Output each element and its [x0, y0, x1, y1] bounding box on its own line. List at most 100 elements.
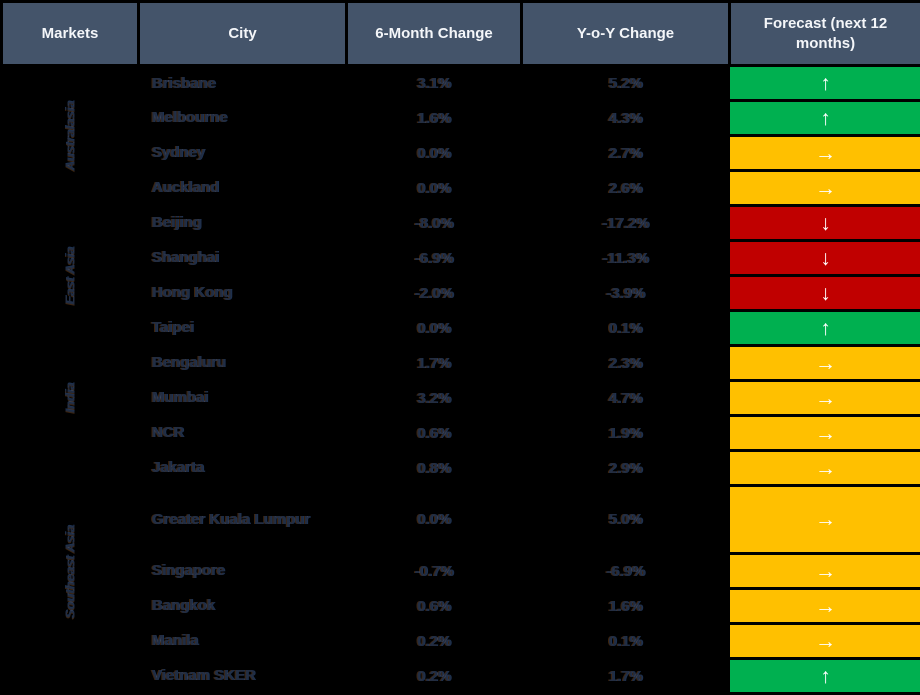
table-row: Sydney 0.0% 2.7% →: [2, 134, 920, 172]
table-row: Hong Kong -2.0% -3.9% ↓: [2, 274, 920, 312]
forecast-cell: ↑: [729, 99, 920, 137]
city-cell: Brisbane: [151, 75, 216, 93]
six-month-change-cell: 0.0%: [416, 144, 452, 162]
table-header: Markets City 6-Month Change Y-o-Y Change…: [0, 0, 920, 67]
city-cell: Hong Kong: [151, 284, 233, 302]
yoy-change-cell: 4.7%: [608, 389, 643, 407]
city-cell: Jakarta: [151, 459, 205, 477]
right-arrow-icon: →: [815, 456, 836, 480]
yoy-change-cell: 1.7%: [608, 667, 643, 685]
up-arrow-icon: ↑: [820, 664, 831, 688]
table-row: Manila 0.2% 0.1% →: [2, 622, 920, 660]
city-cell: Vietnam SKER: [151, 667, 256, 685]
six-month-change-cell: 0.0%: [416, 319, 452, 337]
column-header-city: City: [137, 0, 348, 67]
right-arrow-icon: →: [815, 386, 836, 410]
city-cell: Manila: [151, 632, 199, 650]
down-arrow-icon: ↓: [820, 281, 831, 305]
forecast-cell: ↓: [729, 274, 920, 312]
forecast-cell: →: [729, 414, 920, 452]
yoy-change-cell: 2.3%: [608, 354, 643, 372]
table-row: NCR 0.6% 1.9% →: [2, 414, 920, 452]
right-arrow-icon: →: [815, 351, 836, 375]
table-row: India Bengaluru 1.7% 2.3% →: [2, 344, 920, 413]
city-cell: Bangkok: [151, 597, 215, 615]
six-month-change-cell: -6.9%: [414, 249, 454, 267]
six-month-change-cell: 1.7%: [416, 354, 452, 372]
yoy-change-cell: -3.9%: [605, 284, 646, 302]
yoy-change-cell: -17.2%: [601, 214, 650, 232]
city-cell: Sydney: [151, 144, 205, 162]
forecast-cell: ↓: [729, 204, 920, 242]
six-month-change-cell: 0.0%: [416, 179, 452, 197]
group-cell-india: India: [2, 346, 139, 451]
city-cell: Beijing: [151, 214, 202, 232]
up-arrow-icon: ↑: [820, 316, 831, 340]
forecast-cell: →: [729, 484, 920, 555]
right-arrow-icon: →: [815, 629, 836, 653]
table-row: Australasia Brisbane 3.1% 5.2% ↑: [2, 64, 920, 171]
six-month-change-cell: -8.0%: [414, 214, 454, 232]
city-cell: Taipei: [151, 319, 194, 337]
forecast-cell: ↑: [729, 309, 920, 347]
city-cell: Bengaluru: [151, 354, 226, 372]
down-arrow-icon: ↓: [820, 246, 831, 270]
right-arrow-icon: →: [815, 559, 836, 583]
forecast-cell: ↓: [729, 239, 920, 277]
group-cell-southeast-asia: Southeast Asia: [2, 451, 139, 694]
six-month-change-cell: 0.6%: [416, 597, 452, 615]
column-header-six-month-change: 6-Month Change: [345, 0, 523, 67]
forecast-cell: →: [729, 134, 920, 172]
forecast-cell: →: [729, 449, 920, 487]
city-cell: Melbourne: [151, 109, 228, 127]
right-arrow-icon: →: [815, 594, 836, 618]
table-row: Auckland 0.0% 2.6% →: [2, 169, 920, 207]
table-row: Singapore -0.7% -6.9% →: [2, 552, 920, 590]
six-month-change-cell: 1.6%: [416, 109, 452, 127]
yoy-change-cell: 5.0%: [608, 511, 643, 528]
group-label-india: India: [62, 382, 78, 414]
right-arrow-icon: →: [815, 508, 836, 531]
six-month-change-cell: 0.2%: [416, 667, 452, 685]
up-arrow-icon: ↑: [820, 71, 831, 95]
city-cell: Mumbai: [151, 389, 209, 407]
right-arrow-icon: →: [815, 176, 836, 200]
six-month-change-cell: 0.0%: [416, 511, 452, 528]
table-row: Southeast Asia Jakarta 0.8% 2.9% →: [2, 449, 920, 619]
column-header-markets: Markets: [0, 0, 140, 67]
city-cell: Auckland: [151, 179, 220, 197]
forecast-cell: →: [729, 344, 920, 382]
header-row: Markets City 6-Month Change Y-o-Y Change…: [0, 0, 920, 67]
yoy-change-cell: 0.1%: [608, 319, 643, 337]
right-arrow-icon: →: [815, 421, 836, 445]
yoy-change-cell: 2.7%: [608, 144, 643, 162]
yoy-change-cell: 1.9%: [608, 424, 643, 442]
city-cell: Singapore: [151, 562, 225, 580]
table-body: Australasia Brisbane 3.1% 5.2% ↑ Melbour…: [2, 64, 920, 695]
forecast-cell: →: [729, 169, 920, 207]
city-cell: Greater Kuala Lumpur: [151, 510, 310, 528]
yoy-change-cell: -6.9%: [605, 562, 646, 580]
six-month-change-cell: 3.2%: [416, 389, 452, 407]
column-header-forecast: Forecast (next 12 months): [728, 0, 920, 67]
six-month-change-cell: 0.6%: [416, 424, 452, 442]
group-label-east-asia: East Asia: [62, 246, 78, 305]
six-month-change-cell: -2.0%: [414, 284, 454, 302]
yoy-change-cell: 0.1%: [608, 632, 643, 650]
group-cell-east-asia: East Asia: [2, 206, 139, 346]
forecast-cell: →: [729, 587, 920, 625]
forecast-cell: →: [729, 552, 920, 590]
yoy-change-cell: -11.3%: [602, 249, 649, 267]
up-arrow-icon: ↑: [820, 106, 831, 130]
yoy-change-cell: 1.6%: [608, 597, 643, 615]
yoy-change-cell: 2.6%: [608, 179, 643, 197]
six-month-change-cell: 0.8%: [416, 459, 452, 477]
city-cell: Shanghai: [151, 249, 220, 267]
group-cell-australasia: Australasia: [2, 66, 139, 206]
down-arrow-icon: ↓: [820, 211, 831, 235]
table-row: Greater Kuala Lumpur 0.0% 5.0% →: [2, 484, 920, 555]
table-row: East Asia Beijing -8.0% -17.2% ↓: [2, 204, 920, 305]
six-month-change-cell: 3.1%: [416, 75, 452, 93]
